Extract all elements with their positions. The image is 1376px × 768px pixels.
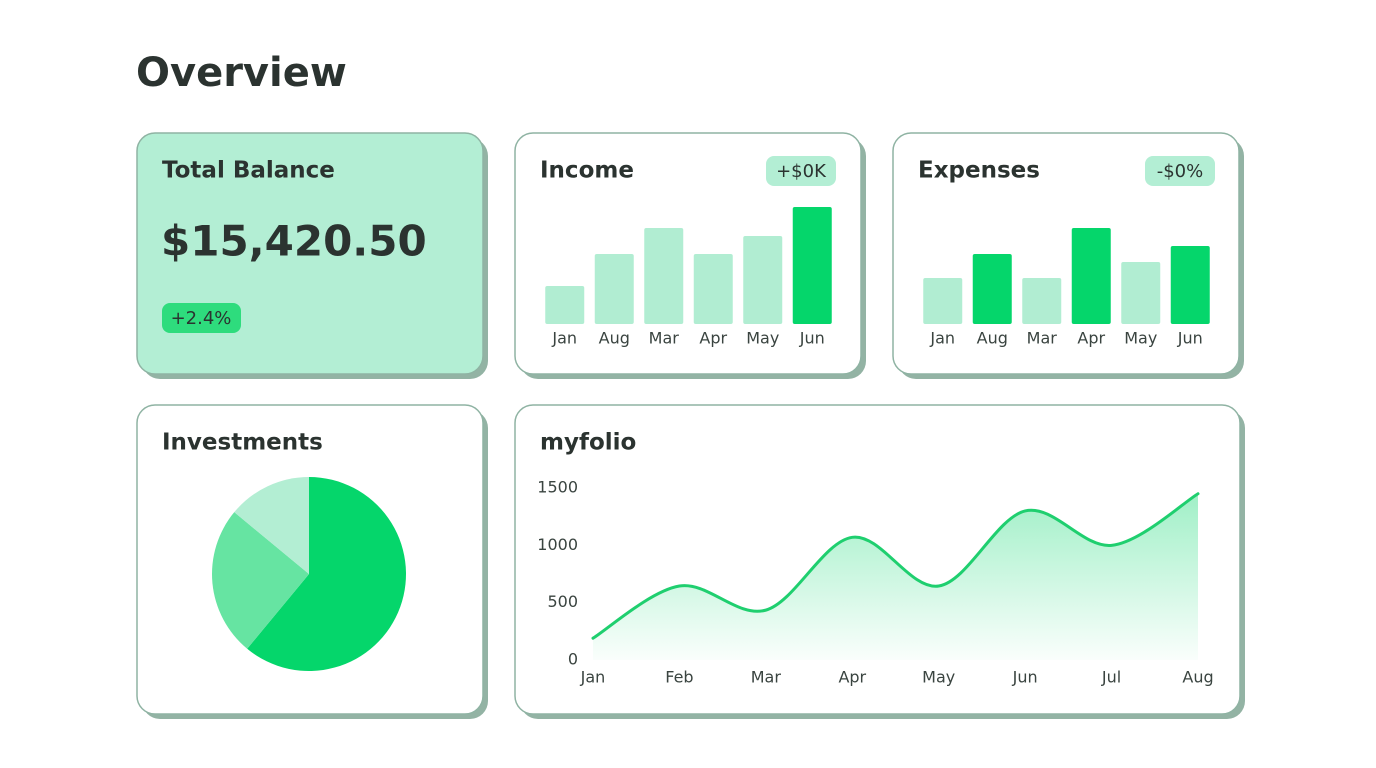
x-tick-label: May xyxy=(746,329,779,348)
bar xyxy=(972,254,1012,324)
x-tick-label: Apr xyxy=(699,329,727,348)
x-tick-label: Jan xyxy=(551,329,577,348)
card-title: Investments xyxy=(162,430,323,456)
change-text: +2.4% xyxy=(171,308,232,329)
page-title: Overview xyxy=(136,50,347,96)
badge-text: -$0% xyxy=(1157,161,1204,182)
y-tick-label: 500 xyxy=(547,592,578,611)
bar xyxy=(1170,246,1210,324)
bar xyxy=(594,254,634,324)
line xyxy=(591,492,1200,640)
badge-text: +$0K xyxy=(776,161,827,182)
pie-slice xyxy=(247,477,406,671)
y-tick-label: 1500 xyxy=(537,478,578,497)
balance-amount: $15,420.50 xyxy=(161,217,427,266)
y-tick-label: 1000 xyxy=(537,535,578,554)
x-tick-label: Jul xyxy=(1101,668,1121,687)
x-tick-label: Apr xyxy=(838,668,866,687)
card-title: myfolio xyxy=(540,430,636,456)
bar xyxy=(1022,278,1062,324)
pie-slice xyxy=(234,477,309,574)
x-tick-label: Jan xyxy=(580,668,606,687)
card-title: Expenses xyxy=(918,158,1040,184)
bar xyxy=(1121,262,1161,324)
badge xyxy=(1145,156,1215,186)
x-tick-label: Jan xyxy=(929,329,955,348)
bar xyxy=(923,278,963,324)
card-title: Income xyxy=(540,158,634,184)
bar xyxy=(743,236,783,324)
x-tick-label: Aug xyxy=(1182,668,1213,687)
change-badge xyxy=(162,303,241,333)
x-tick-label: Mar xyxy=(1027,329,1058,348)
bar xyxy=(644,228,684,324)
area xyxy=(593,493,1198,660)
x-tick-label: May xyxy=(922,668,955,687)
bar xyxy=(1071,228,1111,324)
x-tick-label: Apr xyxy=(1077,329,1105,348)
x-tick-label: Aug xyxy=(977,329,1008,348)
y-tick-label: 0 xyxy=(568,650,578,669)
x-tick-label: Jun xyxy=(1012,668,1038,687)
bar xyxy=(693,254,733,324)
bar xyxy=(792,207,832,324)
x-tick-label: May xyxy=(1124,329,1157,348)
x-tick-label: Feb xyxy=(665,668,693,687)
x-tick-label: Mar xyxy=(751,668,782,687)
x-tick-label: Jun xyxy=(799,329,825,348)
x-tick-label: Mar xyxy=(649,329,680,348)
badge xyxy=(766,156,836,186)
x-tick-label: Jun xyxy=(1177,329,1203,348)
pie-slice xyxy=(212,512,309,649)
bar xyxy=(545,286,585,324)
x-tick-label: Aug xyxy=(599,329,630,348)
card-title: Total Balance xyxy=(162,158,335,184)
